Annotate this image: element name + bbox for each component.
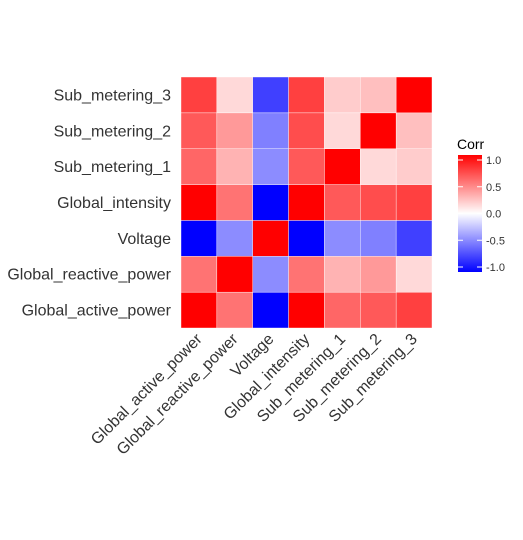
heatmap-cell <box>360 184 397 221</box>
heatmap-cell <box>324 256 361 293</box>
heatmap-cell <box>252 291 289 329</box>
legend: Corr 1.0 0.5 0.0 -0.5 -1.0 <box>457 136 505 274</box>
heatmap-cell <box>216 220 253 257</box>
heatmap-cell <box>216 256 253 293</box>
legend-tick-label: 0.5 <box>486 182 501 194</box>
heatmap-cell <box>252 76 289 114</box>
heatmap-cell <box>252 256 289 293</box>
heatmap-cell <box>324 112 361 149</box>
y-tick-label: Sub_metering_3 <box>54 87 172 104</box>
heatmap-cell <box>252 184 289 221</box>
x-axis: Global_active_powerGlobal_reactive_power… <box>88 330 421 458</box>
heatmap-cell <box>180 220 218 257</box>
heatmap-cell <box>216 184 253 221</box>
heatmap-cell <box>288 148 325 185</box>
y-tick-label: Global_intensity <box>57 195 171 212</box>
heatmap-cell <box>324 148 361 185</box>
heatmap-cell <box>324 220 361 257</box>
legend-tick-label: -0.5 <box>486 235 505 247</box>
heatmap-cell <box>360 291 397 329</box>
heatmap-cell <box>395 148 433 185</box>
heatmap-cell <box>324 291 361 329</box>
heatmap-cell <box>180 148 218 185</box>
heatmap-cell <box>216 148 253 185</box>
heatmap-cell <box>252 148 289 185</box>
y-tick-label: Sub_metering_2 <box>54 123 172 140</box>
heatmap-cell <box>360 112 397 149</box>
heatmap-cell <box>180 256 218 293</box>
heatmap-cell <box>180 291 218 329</box>
heatmap-cell <box>288 184 325 221</box>
heatmap-cell <box>180 184 218 221</box>
heatmap-cell <box>216 76 253 114</box>
heatmap-cells <box>180 76 433 329</box>
heatmap-cell <box>288 291 325 329</box>
y-tick-label: Global_reactive_power <box>7 267 171 284</box>
y-tick-label: Sub_metering_1 <box>54 159 172 176</box>
heatmap-cell <box>395 256 433 293</box>
heatmap-cell <box>324 184 361 221</box>
heatmap-cell <box>180 112 218 149</box>
legend-title: Corr <box>457 136 485 152</box>
y-tick-label: Global_active_power <box>22 303 172 320</box>
heatmap-cell <box>252 112 289 149</box>
legend-tick-label: 0.0 <box>486 209 501 221</box>
legend-tick-label: -1.0 <box>486 262 505 274</box>
heatmap-cell <box>216 112 253 149</box>
heatmap-cell <box>395 220 433 257</box>
y-axis: Global_active_power Global_reactive_power… <box>7 87 171 319</box>
heatmap-cell <box>180 76 218 114</box>
heatmap-cell <box>288 112 325 149</box>
heatmap-cell <box>395 184 433 221</box>
heatmap-cell <box>288 256 325 293</box>
heatmap-cell <box>395 291 433 329</box>
heatmap-cell <box>288 220 325 257</box>
legend-ticks: 1.0 0.5 0.0 -0.5 -1.0 <box>458 155 505 274</box>
heatmap-cell <box>395 112 433 149</box>
heatmap-cell <box>360 220 397 257</box>
heatmap-cell <box>324 76 361 114</box>
heatmap-cell <box>360 148 397 185</box>
legend-tick-label: 1.0 <box>486 155 501 167</box>
y-tick-label: Voltage <box>118 231 171 248</box>
heatmap-cell <box>288 76 325 114</box>
heatmap-cell <box>360 256 397 293</box>
heatmap-cell <box>216 291 253 329</box>
heatmap-cell <box>252 220 289 257</box>
heatmap-cell <box>360 76 397 114</box>
heatmap-cell <box>395 76 433 114</box>
